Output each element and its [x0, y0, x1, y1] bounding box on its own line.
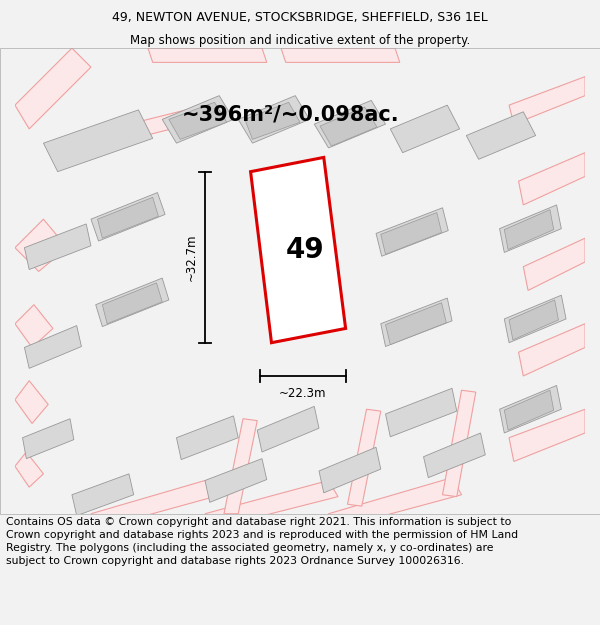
- Polygon shape: [320, 107, 377, 146]
- Polygon shape: [43, 110, 153, 172]
- Polygon shape: [500, 386, 562, 433]
- Polygon shape: [518, 152, 585, 205]
- Polygon shape: [224, 419, 257, 514]
- Text: ~32.7m: ~32.7m: [185, 233, 198, 281]
- Polygon shape: [523, 238, 585, 291]
- Polygon shape: [15, 381, 48, 424]
- Polygon shape: [176, 416, 238, 459]
- Polygon shape: [148, 48, 267, 62]
- Polygon shape: [329, 478, 461, 528]
- Polygon shape: [103, 283, 162, 324]
- Polygon shape: [15, 48, 91, 129]
- Polygon shape: [509, 300, 559, 340]
- Polygon shape: [505, 209, 554, 249]
- Polygon shape: [347, 409, 381, 506]
- Polygon shape: [500, 205, 562, 252]
- Polygon shape: [443, 390, 476, 497]
- Polygon shape: [386, 302, 446, 344]
- Polygon shape: [245, 102, 300, 139]
- Polygon shape: [390, 105, 460, 152]
- Polygon shape: [381, 298, 452, 346]
- Polygon shape: [466, 112, 536, 159]
- Polygon shape: [91, 481, 214, 528]
- Polygon shape: [386, 388, 457, 437]
- Polygon shape: [251, 158, 346, 342]
- Polygon shape: [25, 326, 82, 368]
- Polygon shape: [15, 452, 43, 487]
- Polygon shape: [53, 105, 210, 158]
- Polygon shape: [319, 448, 381, 493]
- Polygon shape: [95, 278, 169, 326]
- Polygon shape: [205, 459, 267, 503]
- Polygon shape: [91, 192, 165, 241]
- Polygon shape: [509, 77, 585, 124]
- Polygon shape: [23, 419, 74, 459]
- Polygon shape: [281, 48, 400, 62]
- Polygon shape: [509, 409, 585, 461]
- Polygon shape: [257, 406, 319, 452]
- Text: Map shows position and indicative extent of the property.: Map shows position and indicative extent…: [130, 34, 470, 47]
- Text: ~22.3m: ~22.3m: [279, 387, 326, 399]
- Polygon shape: [238, 96, 310, 143]
- Polygon shape: [72, 474, 134, 516]
- Polygon shape: [205, 481, 338, 528]
- Polygon shape: [98, 198, 158, 238]
- Polygon shape: [376, 208, 448, 256]
- Polygon shape: [505, 295, 566, 343]
- Polygon shape: [505, 390, 554, 430]
- Text: ~396m²/~0.098ac.: ~396m²/~0.098ac.: [182, 104, 400, 124]
- Polygon shape: [424, 433, 485, 478]
- Text: 49, NEWTON AVENUE, STOCKSBRIDGE, SHEFFIELD, S36 1EL: 49, NEWTON AVENUE, STOCKSBRIDGE, SHEFFIE…: [112, 11, 488, 24]
- Polygon shape: [169, 102, 227, 139]
- Polygon shape: [25, 224, 91, 269]
- Polygon shape: [162, 96, 233, 143]
- Polygon shape: [15, 219, 67, 271]
- Text: 49: 49: [286, 236, 325, 264]
- Polygon shape: [15, 305, 53, 348]
- Polygon shape: [518, 324, 585, 376]
- Polygon shape: [314, 101, 386, 148]
- Text: Contains OS data © Crown copyright and database right 2021. This information is : Contains OS data © Crown copyright and d…: [6, 517, 518, 566]
- Polygon shape: [381, 213, 442, 254]
